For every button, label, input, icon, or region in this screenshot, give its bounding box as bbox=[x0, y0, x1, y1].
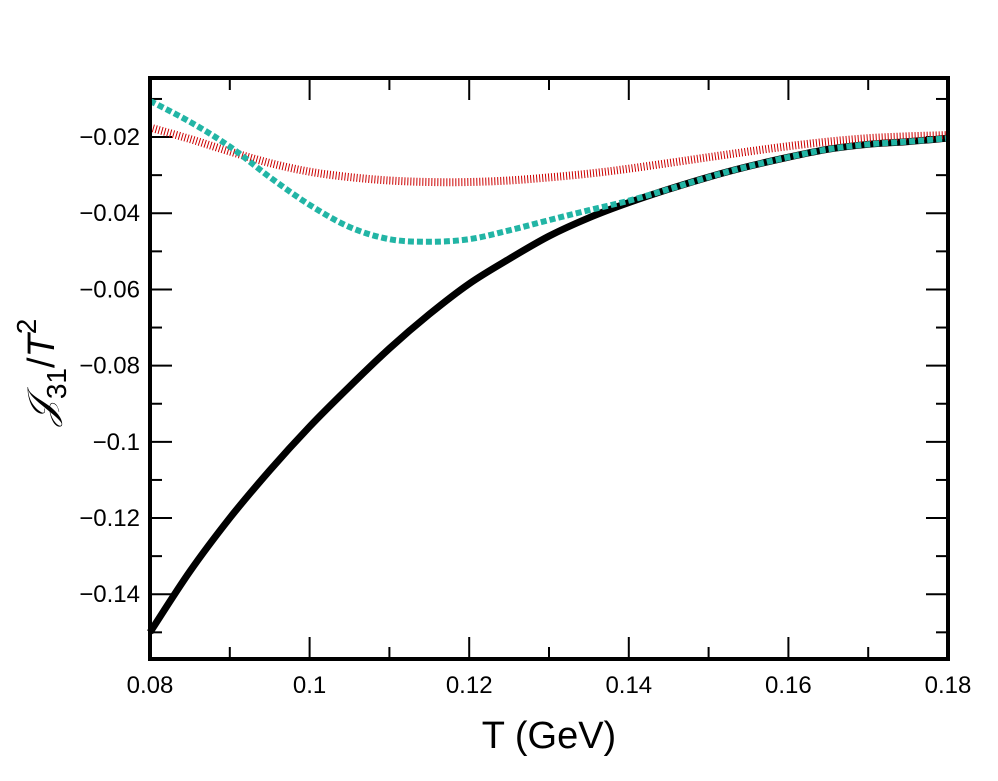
y-tick-label: −0.02 bbox=[79, 124, 140, 151]
y-title-slash: / bbox=[21, 357, 63, 368]
y-title-var: T bbox=[21, 331, 63, 357]
x-tick-label: 0.08 bbox=[127, 672, 174, 699]
x-tick-label: 0.1 bbox=[293, 672, 326, 699]
x-tick-label: 0.14 bbox=[605, 672, 652, 699]
svg-text:𝒥31/T2: 𝒥31/T2 bbox=[11, 319, 72, 428]
y-axis-title: 𝒥31/T2 bbox=[11, 319, 72, 428]
series-line-teal-dotted bbox=[148, 98, 949, 245]
x-tick-label: 0.12 bbox=[446, 672, 493, 699]
x-tick-label: 0.16 bbox=[765, 672, 812, 699]
y-tick-label: −0.14 bbox=[79, 581, 140, 608]
y-tick-label: −0.1 bbox=[93, 429, 140, 456]
x-axis-title: T (GeV) bbox=[482, 715, 616, 757]
labels-layer: 0.08 0.1 0.12 0.14 0.16 0.18 −0.14 −0.12 −0.1 −0.… bbox=[79, 124, 971, 699]
y-tick-label: −0.04 bbox=[79, 200, 140, 227]
y-title-superscript: 2 bbox=[11, 319, 42, 335]
y-tick-label: −0.08 bbox=[79, 353, 140, 380]
plot-frame bbox=[148, 76, 950, 661]
y-tick-label: −0.12 bbox=[79, 505, 140, 532]
x-tick-label: 0.18 bbox=[925, 672, 972, 699]
series-line-red-hatched bbox=[148, 123, 949, 187]
series-line-black-solid bbox=[147, 134, 949, 635]
y-tick-label: −0.06 bbox=[79, 276, 140, 303]
y-title-subscript: 31 bbox=[41, 368, 72, 399]
ticks-layer bbox=[149, 78, 949, 659]
series-layer bbox=[147, 98, 949, 635]
